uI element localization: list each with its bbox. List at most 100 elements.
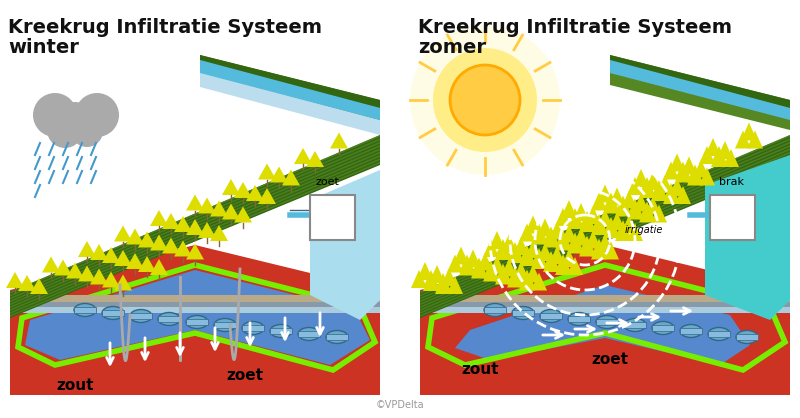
Ellipse shape xyxy=(102,306,124,319)
Polygon shape xyxy=(471,260,487,278)
Circle shape xyxy=(57,102,93,138)
Polygon shape xyxy=(525,240,541,258)
Text: zout: zout xyxy=(462,362,498,377)
Polygon shape xyxy=(687,168,703,186)
Ellipse shape xyxy=(130,309,152,323)
FancyBboxPatch shape xyxy=(568,316,590,322)
Polygon shape xyxy=(525,265,541,283)
FancyBboxPatch shape xyxy=(52,115,100,133)
Polygon shape xyxy=(651,180,667,198)
Polygon shape xyxy=(420,302,790,307)
FancyBboxPatch shape xyxy=(130,313,152,319)
Polygon shape xyxy=(519,270,535,288)
Polygon shape xyxy=(6,272,24,288)
Polygon shape xyxy=(174,240,192,257)
Ellipse shape xyxy=(652,321,674,334)
Polygon shape xyxy=(270,166,288,183)
Polygon shape xyxy=(222,179,240,195)
Ellipse shape xyxy=(74,303,96,316)
Polygon shape xyxy=(495,239,511,257)
Ellipse shape xyxy=(214,319,236,331)
Polygon shape xyxy=(579,235,595,253)
Polygon shape xyxy=(735,130,751,148)
Polygon shape xyxy=(435,276,451,294)
Polygon shape xyxy=(507,270,523,288)
FancyBboxPatch shape xyxy=(512,310,534,316)
Polygon shape xyxy=(621,215,637,233)
Polygon shape xyxy=(306,151,324,167)
Polygon shape xyxy=(699,168,715,186)
FancyBboxPatch shape xyxy=(298,331,320,337)
Polygon shape xyxy=(10,142,380,299)
Ellipse shape xyxy=(484,303,506,316)
Polygon shape xyxy=(567,232,583,250)
Polygon shape xyxy=(561,200,577,218)
Text: ©VPDelta: ©VPDelta xyxy=(376,400,424,410)
Polygon shape xyxy=(441,268,457,286)
FancyBboxPatch shape xyxy=(680,328,702,334)
Polygon shape xyxy=(30,278,48,294)
Polygon shape xyxy=(138,232,156,247)
FancyBboxPatch shape xyxy=(102,310,124,316)
Polygon shape xyxy=(162,213,180,229)
Ellipse shape xyxy=(540,309,562,323)
Polygon shape xyxy=(102,272,120,288)
Polygon shape xyxy=(585,206,601,224)
Ellipse shape xyxy=(326,331,348,344)
Polygon shape xyxy=(519,273,535,291)
Polygon shape xyxy=(585,230,601,248)
Polygon shape xyxy=(519,248,535,266)
Polygon shape xyxy=(543,229,559,247)
Polygon shape xyxy=(705,138,721,156)
Polygon shape xyxy=(18,275,36,291)
Polygon shape xyxy=(741,122,757,140)
Polygon shape xyxy=(455,285,750,365)
FancyBboxPatch shape xyxy=(158,316,180,322)
Polygon shape xyxy=(543,254,559,272)
Polygon shape xyxy=(420,145,790,302)
Polygon shape xyxy=(507,245,523,263)
Polygon shape xyxy=(615,196,631,214)
Polygon shape xyxy=(114,250,132,266)
Polygon shape xyxy=(597,184,613,202)
FancyBboxPatch shape xyxy=(540,313,562,319)
Polygon shape xyxy=(717,141,733,159)
Circle shape xyxy=(450,65,520,135)
Ellipse shape xyxy=(596,316,618,329)
Polygon shape xyxy=(234,206,252,222)
Polygon shape xyxy=(549,246,565,264)
Ellipse shape xyxy=(158,313,180,326)
Circle shape xyxy=(410,25,560,175)
Polygon shape xyxy=(651,204,667,222)
Polygon shape xyxy=(234,182,252,198)
Polygon shape xyxy=(282,170,300,186)
Polygon shape xyxy=(531,224,547,242)
Polygon shape xyxy=(519,245,535,263)
Polygon shape xyxy=(555,208,571,226)
Polygon shape xyxy=(489,255,505,273)
Polygon shape xyxy=(555,229,571,247)
Polygon shape xyxy=(200,55,380,130)
Text: Kreekrug Infiltratie Systeem: Kreekrug Infiltratie Systeem xyxy=(8,18,322,37)
Polygon shape xyxy=(174,216,192,232)
Polygon shape xyxy=(10,307,380,313)
Polygon shape xyxy=(330,133,348,148)
Polygon shape xyxy=(645,172,661,190)
Polygon shape xyxy=(25,270,370,365)
FancyBboxPatch shape xyxy=(484,307,506,313)
Polygon shape xyxy=(78,265,96,281)
Polygon shape xyxy=(639,201,655,219)
Polygon shape xyxy=(681,156,697,174)
FancyBboxPatch shape xyxy=(326,334,348,340)
Polygon shape xyxy=(10,155,380,311)
Polygon shape xyxy=(138,256,156,272)
Polygon shape xyxy=(200,72,380,135)
Polygon shape xyxy=(711,149,727,167)
FancyBboxPatch shape xyxy=(596,319,618,325)
Polygon shape xyxy=(459,257,475,275)
Ellipse shape xyxy=(736,331,758,344)
Polygon shape xyxy=(699,146,715,164)
Polygon shape xyxy=(10,135,380,293)
Text: zoet: zoet xyxy=(315,177,339,187)
Polygon shape xyxy=(543,227,559,245)
